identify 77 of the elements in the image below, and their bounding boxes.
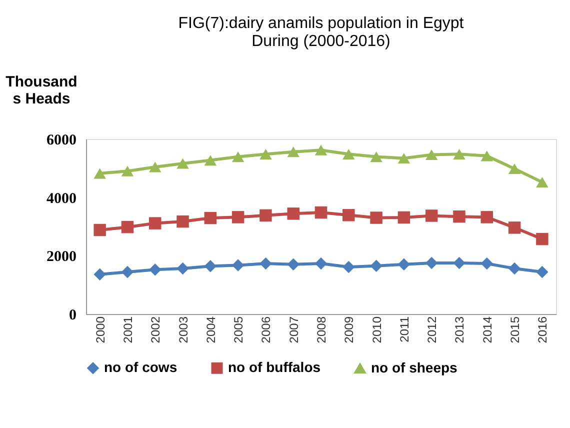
point (370, 260, 382, 272)
point (536, 266, 548, 278)
point (148, 217, 162, 230)
point (508, 262, 521, 275)
x-tick-label: 2004 (204, 316, 218, 344)
point (480, 150, 494, 162)
point (287, 258, 300, 271)
legend-label: no of cows (104, 359, 178, 376)
x-tick-label: 2001 (120, 316, 135, 344)
point (121, 266, 134, 278)
point (176, 215, 189, 228)
x-tick-label: 2010 (370, 316, 384, 344)
point (232, 211, 244, 224)
point (260, 209, 272, 222)
point (121, 166, 134, 176)
x-tick-label: 2002 (148, 316, 163, 344)
point (425, 210, 438, 222)
point (176, 262, 189, 275)
x-tick-label: 2015 (508, 316, 522, 344)
point (398, 211, 410, 224)
point (287, 146, 300, 158)
x-tick-label: 2007 (286, 316, 301, 344)
point (370, 151, 382, 162)
point (148, 264, 162, 276)
point (508, 163, 521, 174)
x-tick-label: 2013 (452, 316, 467, 344)
point (453, 148, 466, 160)
point (232, 259, 244, 272)
x-tick-label: 2009 (342, 316, 356, 344)
point (176, 158, 189, 169)
point (260, 257, 272, 270)
y-axis-title: Thousands Heads (6, 74, 78, 108)
point (148, 162, 162, 172)
point (314, 206, 328, 219)
point (453, 256, 466, 270)
point (480, 211, 494, 224)
chart-title: FIG(7):dairy anamils population in Egypt During (2000-2016) (178, 15, 464, 50)
point (94, 168, 106, 179)
point (232, 151, 244, 162)
x-tick-label: 2006 (259, 316, 274, 344)
point (342, 260, 355, 274)
point (314, 257, 328, 270)
x-tick-label: 2003 (176, 316, 190, 344)
point (121, 220, 134, 234)
point (204, 260, 217, 272)
point (314, 144, 328, 156)
point (342, 148, 355, 160)
y-tick-label: 6000 (46, 132, 76, 148)
legend-label: no of buffalos (228, 359, 321, 376)
point (370, 212, 382, 224)
legend-label: no of sheeps (371, 359, 458, 376)
x-tick-label: 2014 (480, 316, 494, 344)
y-tick-label: 4000 (46, 190, 76, 207)
point (480, 257, 494, 270)
x-tick-label: 2008 (314, 316, 328, 344)
point (508, 222, 521, 234)
point (536, 232, 548, 246)
point (536, 176, 548, 188)
x-tick-label: 2000 (93, 316, 108, 344)
point (425, 256, 438, 270)
point (94, 224, 106, 236)
x-tick-label: 2012 (425, 316, 440, 344)
point (398, 152, 410, 164)
y-tick-label: 2000 (46, 249, 76, 266)
point (398, 258, 410, 271)
point (204, 154, 217, 166)
y-tick-label: 0 (69, 308, 76, 324)
point (94, 268, 106, 280)
point (260, 148, 272, 160)
x-tick-label: 2005 (232, 316, 246, 344)
x-tick-label: 2011 (397, 316, 412, 342)
point (453, 210, 466, 223)
point (287, 208, 300, 220)
point (342, 209, 355, 222)
point (204, 212, 217, 224)
x-tick-label: 2016 (536, 316, 550, 344)
point (425, 149, 438, 160)
